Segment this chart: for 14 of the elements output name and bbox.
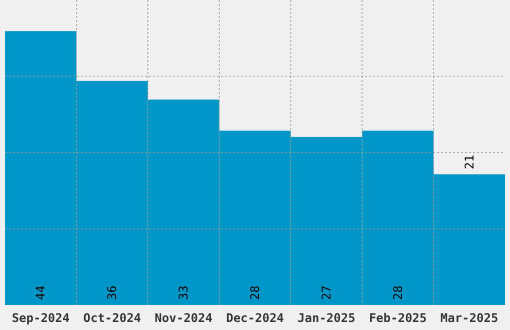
data-label: 33 [176,286,191,300]
data-label: 21 [462,154,476,170]
x-tick-label: Feb-2025 [368,311,427,325]
data-label: 28 [390,286,405,300]
x-tick-label: Sep-2024 [12,311,70,325]
data-label: 44 [34,286,48,300]
data-label: 36 [105,286,120,300]
data-label: 28 [248,286,262,300]
data-label: 27 [319,286,334,300]
x-tick-label: Jan-2025 [298,311,356,325]
x-tick-label: Mar-2025 [440,311,498,325]
x-tick-label: Dec-2024 [226,311,284,325]
x-tick-label: Nov-2024 [154,311,212,325]
x-tick-label: Oct-2024 [83,311,142,325]
